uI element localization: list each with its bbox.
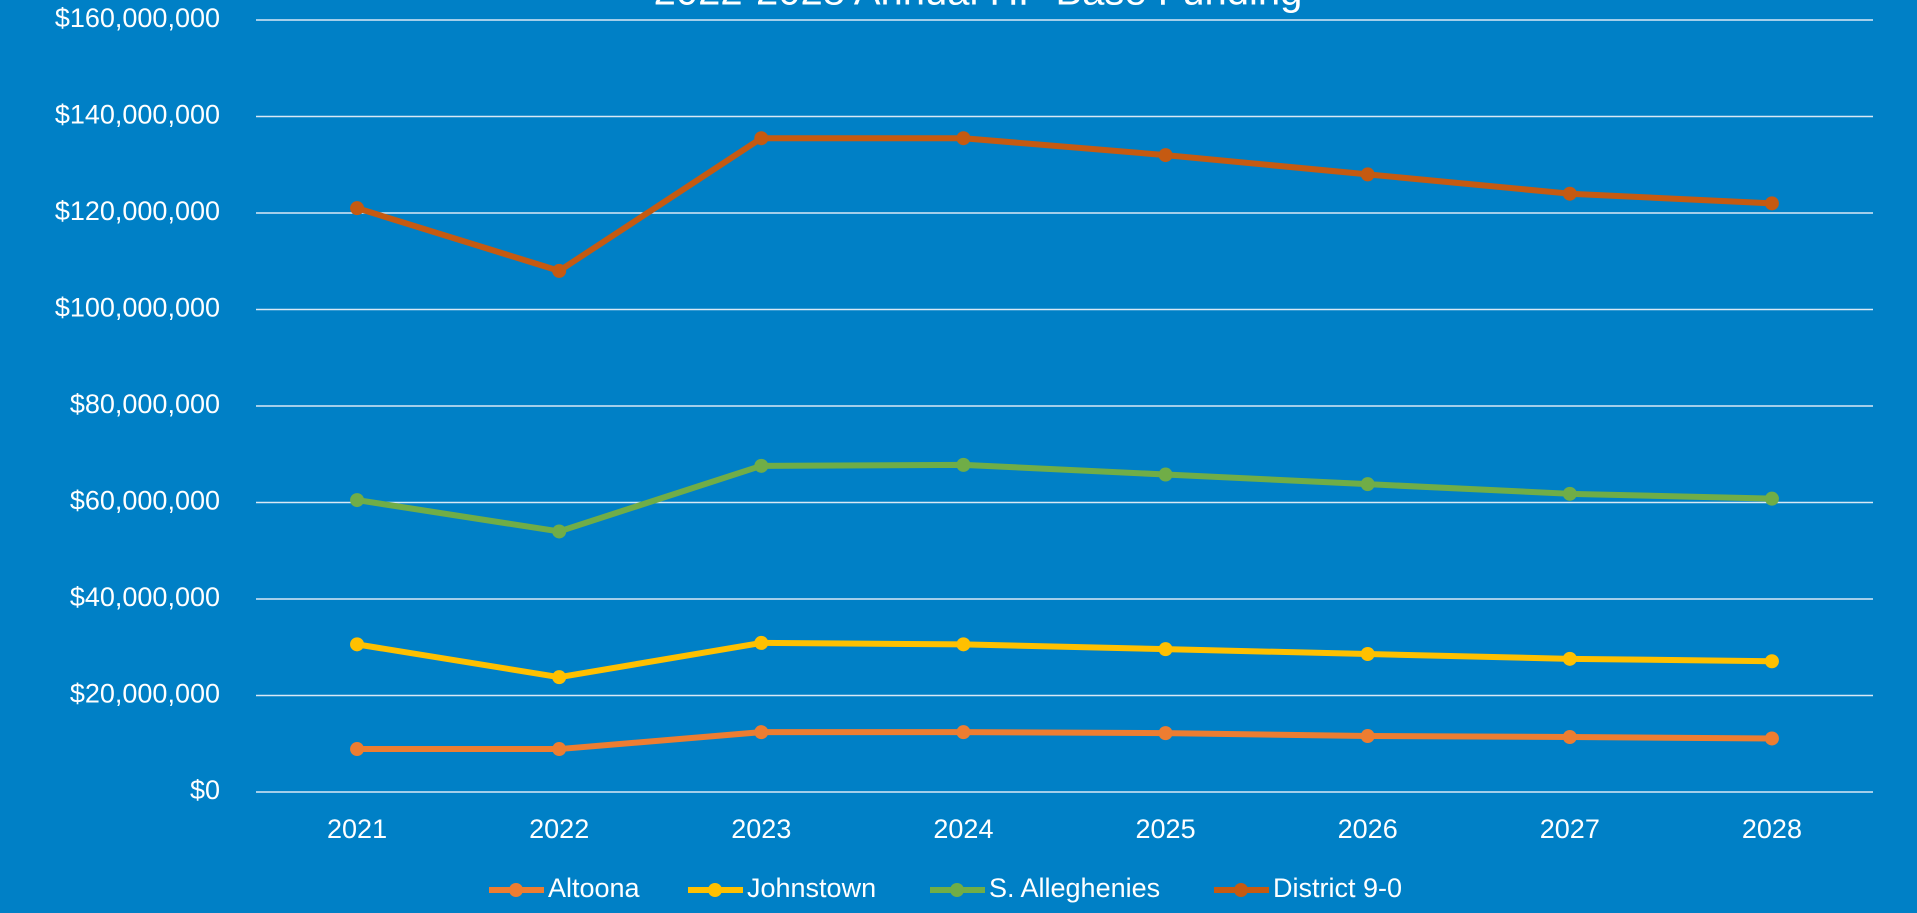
data-point — [350, 637, 365, 652]
data-point — [754, 635, 769, 650]
x-tick-label: 2026 — [1338, 814, 1398, 844]
y-tick-label: $60,000,000 — [70, 486, 220, 516]
data-point — [1764, 196, 1779, 211]
data-point — [552, 742, 567, 757]
legend-marker — [1234, 883, 1248, 897]
data-point — [1360, 729, 1375, 744]
x-tick-label: 2021 — [327, 814, 387, 844]
data-point — [1158, 726, 1173, 741]
y-tick-label: $100,000,000 — [55, 293, 220, 323]
data-point — [1562, 651, 1577, 666]
y-tick-label: $120,000,000 — [55, 196, 220, 226]
legend-label: Johnstown — [747, 873, 876, 903]
x-tick-label: 2022 — [529, 814, 589, 844]
data-point — [1562, 186, 1577, 201]
legend-marker — [708, 883, 722, 897]
data-point — [1764, 654, 1779, 669]
data-point — [1562, 486, 1577, 501]
data-point — [1158, 642, 1173, 657]
data-point — [1360, 647, 1375, 662]
data-point — [1360, 477, 1375, 492]
data-point — [350, 493, 365, 508]
data-point — [1158, 148, 1173, 163]
data-point — [754, 458, 769, 473]
data-point — [754, 131, 769, 146]
y-tick-label: $20,000,000 — [70, 679, 220, 709]
y-tick-label: $80,000,000 — [70, 389, 220, 419]
y-tick-label: $140,000,000 — [55, 100, 220, 130]
series-line — [354, 729, 1775, 753]
data-point — [1764, 491, 1779, 506]
data-point — [956, 131, 971, 146]
y-tick-label: $40,000,000 — [70, 582, 220, 612]
x-tick-label: 2027 — [1540, 814, 1600, 844]
data-point — [552, 670, 567, 685]
data-point — [350, 201, 365, 216]
series-line — [354, 135, 1775, 274]
data-point — [956, 457, 971, 472]
y-tick-label: $160,000,000 — [55, 3, 220, 33]
legend-marker — [509, 883, 523, 897]
x-tick-label: 2025 — [1136, 814, 1196, 844]
data-point — [552, 524, 567, 539]
data-point — [754, 725, 769, 740]
series-line — [354, 461, 1775, 535]
data-point — [552, 263, 567, 278]
legend-label: District 9-0 — [1273, 873, 1402, 903]
legend-label: Altoona — [548, 873, 641, 903]
data-point — [1562, 729, 1577, 744]
data-point — [956, 725, 971, 740]
legend-marker — [950, 883, 964, 897]
x-tick-label: 2023 — [731, 814, 791, 844]
legend-label: S. Alleghenies — [989, 873, 1160, 903]
series-line — [354, 639, 1775, 681]
x-tick-label: 2028 — [1742, 814, 1802, 844]
data-point — [956, 637, 971, 652]
x-tick-label: 2024 — [933, 814, 993, 844]
y-tick-label: $0 — [190, 775, 220, 805]
data-point — [1158, 467, 1173, 482]
data-point — [1360, 167, 1375, 182]
chart-title: 2022-2028 Annual HP Base Funding — [654, 0, 1303, 14]
data-point — [1764, 731, 1779, 746]
data-point — [350, 742, 365, 757]
